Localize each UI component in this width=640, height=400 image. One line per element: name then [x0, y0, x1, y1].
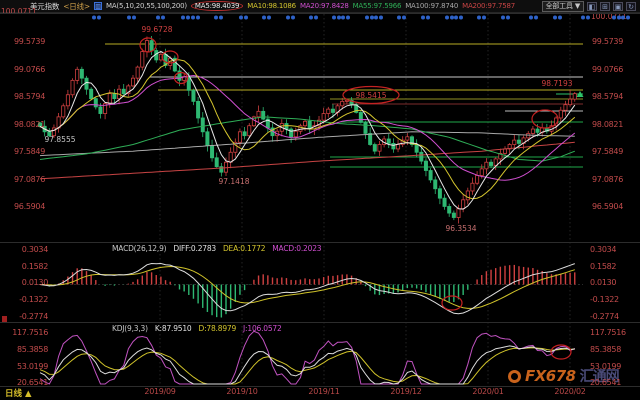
macd-title[interactable]: MACD(26,12,9) — [112, 244, 167, 253]
panel-layout-icon[interactable]: ▣ — [613, 1, 623, 11]
period-selector[interactable]: 日线 ▲ — [5, 387, 32, 399]
toolbar: 美元指数 <日线> ▥ MA(5,10,20,55,100,200) MA5:9… — [0, 0, 640, 13]
price-axis-top-right: 100.0711 — [591, 12, 627, 21]
macd-layer — [30, 262, 583, 318]
svg-text:98.5415: 98.5415 — [355, 91, 386, 100]
macd-value: MACD:0.2023 — [272, 244, 322, 253]
ma5-value: MA5:98.4039 — [190, 1, 244, 11]
ma-settings-label[interactable]: MA(5,10,20,55,100,200) — [105, 2, 187, 10]
ma20-value: MA20:97.8428 — [299, 2, 349, 10]
grid-layout-icon[interactable]: ⊞ — [600, 1, 610, 11]
event-dots-layer — [92, 15, 630, 20]
kdj-pane-header: KDJ(9,3,3) K:87.9510 D:78.8979 J:106.057… — [112, 324, 282, 333]
kdj-pane-marker-icon[interactable] — [2, 316, 7, 322]
refresh-icon[interactable]: ↻ — [626, 1, 636, 11]
ma200-value: MA200:97.7587 — [462, 2, 516, 10]
svg-text:99.6728: 99.6728 — [141, 25, 172, 34]
candles-layer — [38, 35, 577, 224]
all-tools-label: 全部工具 — [545, 1, 573, 10]
kdj-j-value: J:106.0572 — [243, 324, 282, 333]
price-axis-top-left: 100.0711 — [1, 7, 37, 16]
grid-layer — [0, 13, 640, 387]
split-layout-icon[interactable]: ◧ — [587, 1, 597, 11]
candlestick-chart-icon[interactable]: ▥ — [93, 2, 102, 10]
period-title[interactable]: <日线> — [63, 1, 90, 11]
svg-text:97.8555: 97.8555 — [44, 135, 75, 144]
ma10-value: MA10:98.1086 — [247, 2, 296, 10]
svg-text:97.1418: 97.1418 — [218, 177, 249, 186]
macd-dea-value: DEA:0.1772 — [222, 244, 266, 253]
symbol-title[interactable]: 美元指数 — [30, 1, 60, 11]
watermark-site: 汇通网 — [579, 369, 620, 385]
kdj-title[interactable]: KDJ(9,3,3) — [112, 324, 148, 333]
kdj-layer — [39, 330, 576, 385]
kdj-d-value: D:78.8979 — [198, 324, 237, 333]
watermark-fx678: FX678 — [525, 367, 576, 385]
fx678-logo-icon — [508, 369, 521, 383]
macd-pane-header: MACD(26,12,9) DIFF:0.2783 DEA:0.1772 MAC… — [112, 244, 322, 253]
triangle-up-icon: ▲ — [24, 389, 32, 399]
kdj-k-value: K:87.9510 — [154, 324, 192, 333]
annotations-layer: 99.6728 98.7193 98.5415 97.8555 97.1418 96.35… — [44, 25, 584, 360]
svg-text:98.7193: 98.7193 — [541, 79, 572, 88]
chevron-down-icon: ▼ — [574, 1, 580, 10]
svg-text:96.3534: 96.3534 — [445, 224, 476, 233]
ma-lines-layer — [39, 50, 576, 210]
ma100-value: MA100:97.8740 — [405, 2, 459, 10]
period-selector-label: 日线 — [5, 389, 23, 399]
ma55-value: MA55:97.5966 — [352, 2, 402, 10]
watermark: FX678 汇通网 — [508, 366, 620, 386]
all-tools-button[interactable]: 全部工具 ▼ — [541, 0, 584, 12]
macd-diff-value: DIFF:0.2783 — [173, 244, 216, 253]
